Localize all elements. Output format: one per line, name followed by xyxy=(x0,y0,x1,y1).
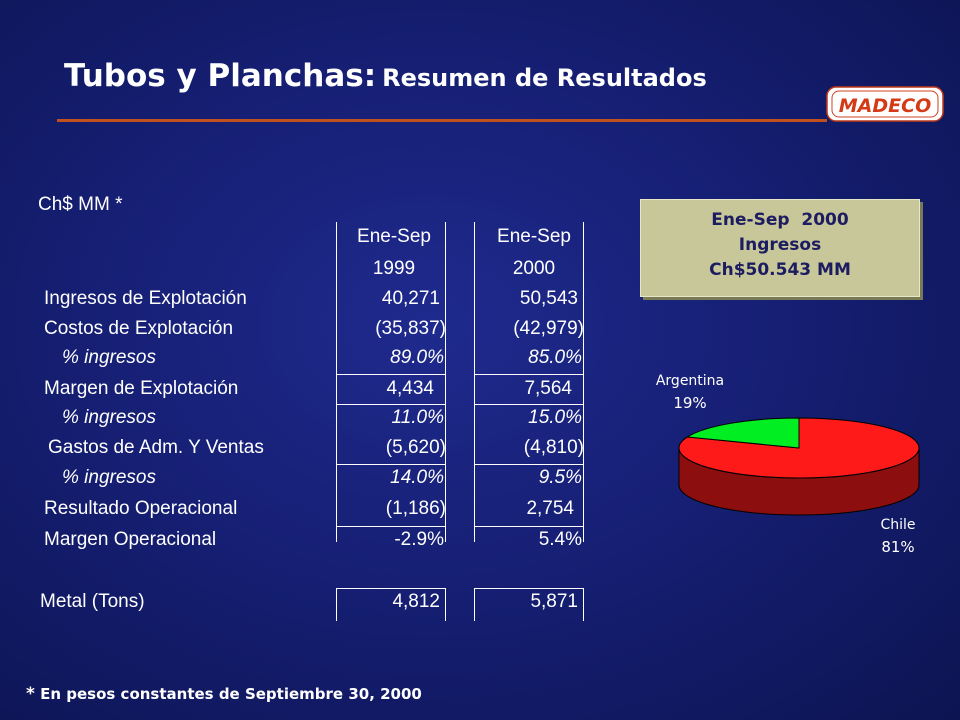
cell-gastos-2000: (4,810) xyxy=(523,437,584,458)
cell-metal-1999: 4,812 xyxy=(392,591,440,612)
row-label-ingresos: Ingresos de Explotación xyxy=(44,288,247,309)
cell-costos-2000: (42,979) xyxy=(513,318,584,339)
cell-costos-pct-2000: 85.0% xyxy=(528,347,582,368)
title-subtitle: Resumen de Resultados xyxy=(382,64,707,92)
row-label-costos-pct: % ingresos xyxy=(62,347,156,368)
summary-period: Ene-Sep 2000 xyxy=(711,210,849,230)
pie-label-argentina: Argentina 19% xyxy=(642,370,738,414)
madeco-logo: MADECO xyxy=(826,86,944,122)
column-1999-top-box xyxy=(336,222,446,542)
cell-margen-explotacion-2000: 7,564 xyxy=(524,378,572,399)
page-title: Tubos y Planchas: Resumen de Resultados xyxy=(64,58,707,94)
separator-after-pct-1-col2 xyxy=(474,374,584,375)
pie-slice-argentina xyxy=(685,417,800,449)
row-label-gastos-pct: % ingresos xyxy=(62,467,156,488)
row-label-margen-operacional: Margen Operacional xyxy=(44,529,217,550)
row-label-costos: Costos de Explotación xyxy=(44,318,234,339)
row-label-resultado: Resultado Operacional xyxy=(44,498,238,519)
pie-label-argentina-value: 19% xyxy=(673,394,707,412)
metal-2000-box xyxy=(474,588,584,621)
summary-metric: Ingresos xyxy=(738,235,822,255)
separator-after-margen-col1 xyxy=(336,404,446,405)
summary-amount: Ch$50.543 MM xyxy=(709,260,851,280)
pie-label-chile-name: Chile xyxy=(880,517,916,533)
footnote: * En pesos constantes de Septiembre 30, … xyxy=(26,684,422,704)
cell-costos-1999: (35,837) xyxy=(375,318,446,339)
pie-label-argentina-name: Argentina xyxy=(655,373,725,389)
separator-after-resultado-col1 xyxy=(336,526,446,527)
cell-resultado-1999: (1,186) xyxy=(385,498,446,519)
separator-after-resultado-col2 xyxy=(474,526,584,527)
column-header-1999-line2: 1999 xyxy=(372,258,416,279)
metal-1999-box xyxy=(336,588,446,621)
separator-after-margen-col2 xyxy=(474,404,584,405)
cell-gastos-pct-2000: 9.5% xyxy=(538,467,582,488)
separator-after-pct-1-col1 xyxy=(336,374,446,375)
cell-margen-operacional-2000: 5.4% xyxy=(538,529,582,550)
cell-margen-pct-2000: 15.0% xyxy=(528,407,582,428)
separator-after-gastos-col1 xyxy=(336,464,446,465)
column-header-2000-line1: Ene-Sep xyxy=(497,226,571,247)
logo-text: MADECO xyxy=(839,95,931,117)
title-main: Tubos y Planchas xyxy=(64,58,364,94)
units-label: Ch$ MM * xyxy=(38,194,123,215)
cell-resultado-2000: 2,754 xyxy=(526,498,574,519)
revenue-pie-chart xyxy=(678,417,920,516)
column-header-1999-line1: Ene-Sep xyxy=(357,226,431,247)
cell-metal-2000: 5,871 xyxy=(530,591,578,612)
pie-label-chile-value: 81% xyxy=(881,538,915,556)
row-label-gastos: Gastos de Adm. Y Ventas xyxy=(48,437,264,458)
row-label-margen-explotacion: Margen de Explotación xyxy=(44,378,239,399)
separator-after-gastos-col2 xyxy=(474,464,584,465)
cell-ingresos-2000: 50,543 xyxy=(519,288,578,309)
cell-ingresos-1999: 40,271 xyxy=(381,288,440,309)
column-2000-top-box xyxy=(474,222,584,542)
pie-slice-chile xyxy=(678,417,920,479)
column-header-2000-line2: 2000 xyxy=(512,258,556,279)
cell-gastos-pct-1999: 14.0% xyxy=(390,467,444,488)
footnote-star: * xyxy=(26,684,35,704)
footnote-text: En pesos constantes de Septiembre 30, 20… xyxy=(34,685,422,703)
revenue-summary-box: Ene-Sep 2000 Ingresos Ch$50.543 MM xyxy=(640,199,920,297)
cell-margen-pct-1999: 11.0% xyxy=(391,407,444,428)
row-label-metal: Metal (Tons) xyxy=(40,591,145,612)
cell-costos-pct-1999: 89.0% xyxy=(390,347,444,368)
cell-gastos-1999: (5,620) xyxy=(385,437,446,458)
pie-label-chile: Chile 81% xyxy=(866,514,930,558)
title-colon: : xyxy=(363,58,377,94)
row-label-margen-pct: % ingresos xyxy=(62,407,156,428)
title-underline xyxy=(57,119,827,122)
cell-margen-explotacion-1999: 4,434 xyxy=(386,378,434,399)
cell-margen-operacional-1999: -2.9% xyxy=(394,529,444,550)
